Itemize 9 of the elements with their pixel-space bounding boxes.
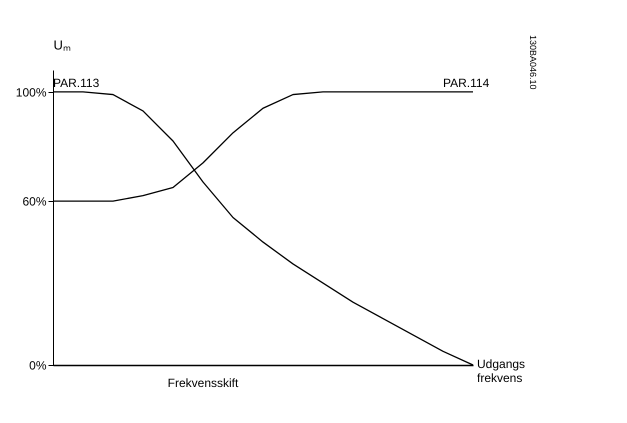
text: Frekvensskift [168, 376, 240, 390]
y-tick-label: 0% [29, 358, 47, 372]
y-tick-label: 100% [16, 85, 47, 100]
x-axis-title: Udgangs frekvens [477, 357, 526, 385]
annotation: PAR.113 [53, 76, 100, 90]
y-axis-title: Uₘ [54, 38, 71, 52]
y-tick-label: 60% [22, 194, 47, 209]
text: 130BA046.10 [528, 35, 538, 90]
annotation: PAR.114 [443, 76, 490, 90]
